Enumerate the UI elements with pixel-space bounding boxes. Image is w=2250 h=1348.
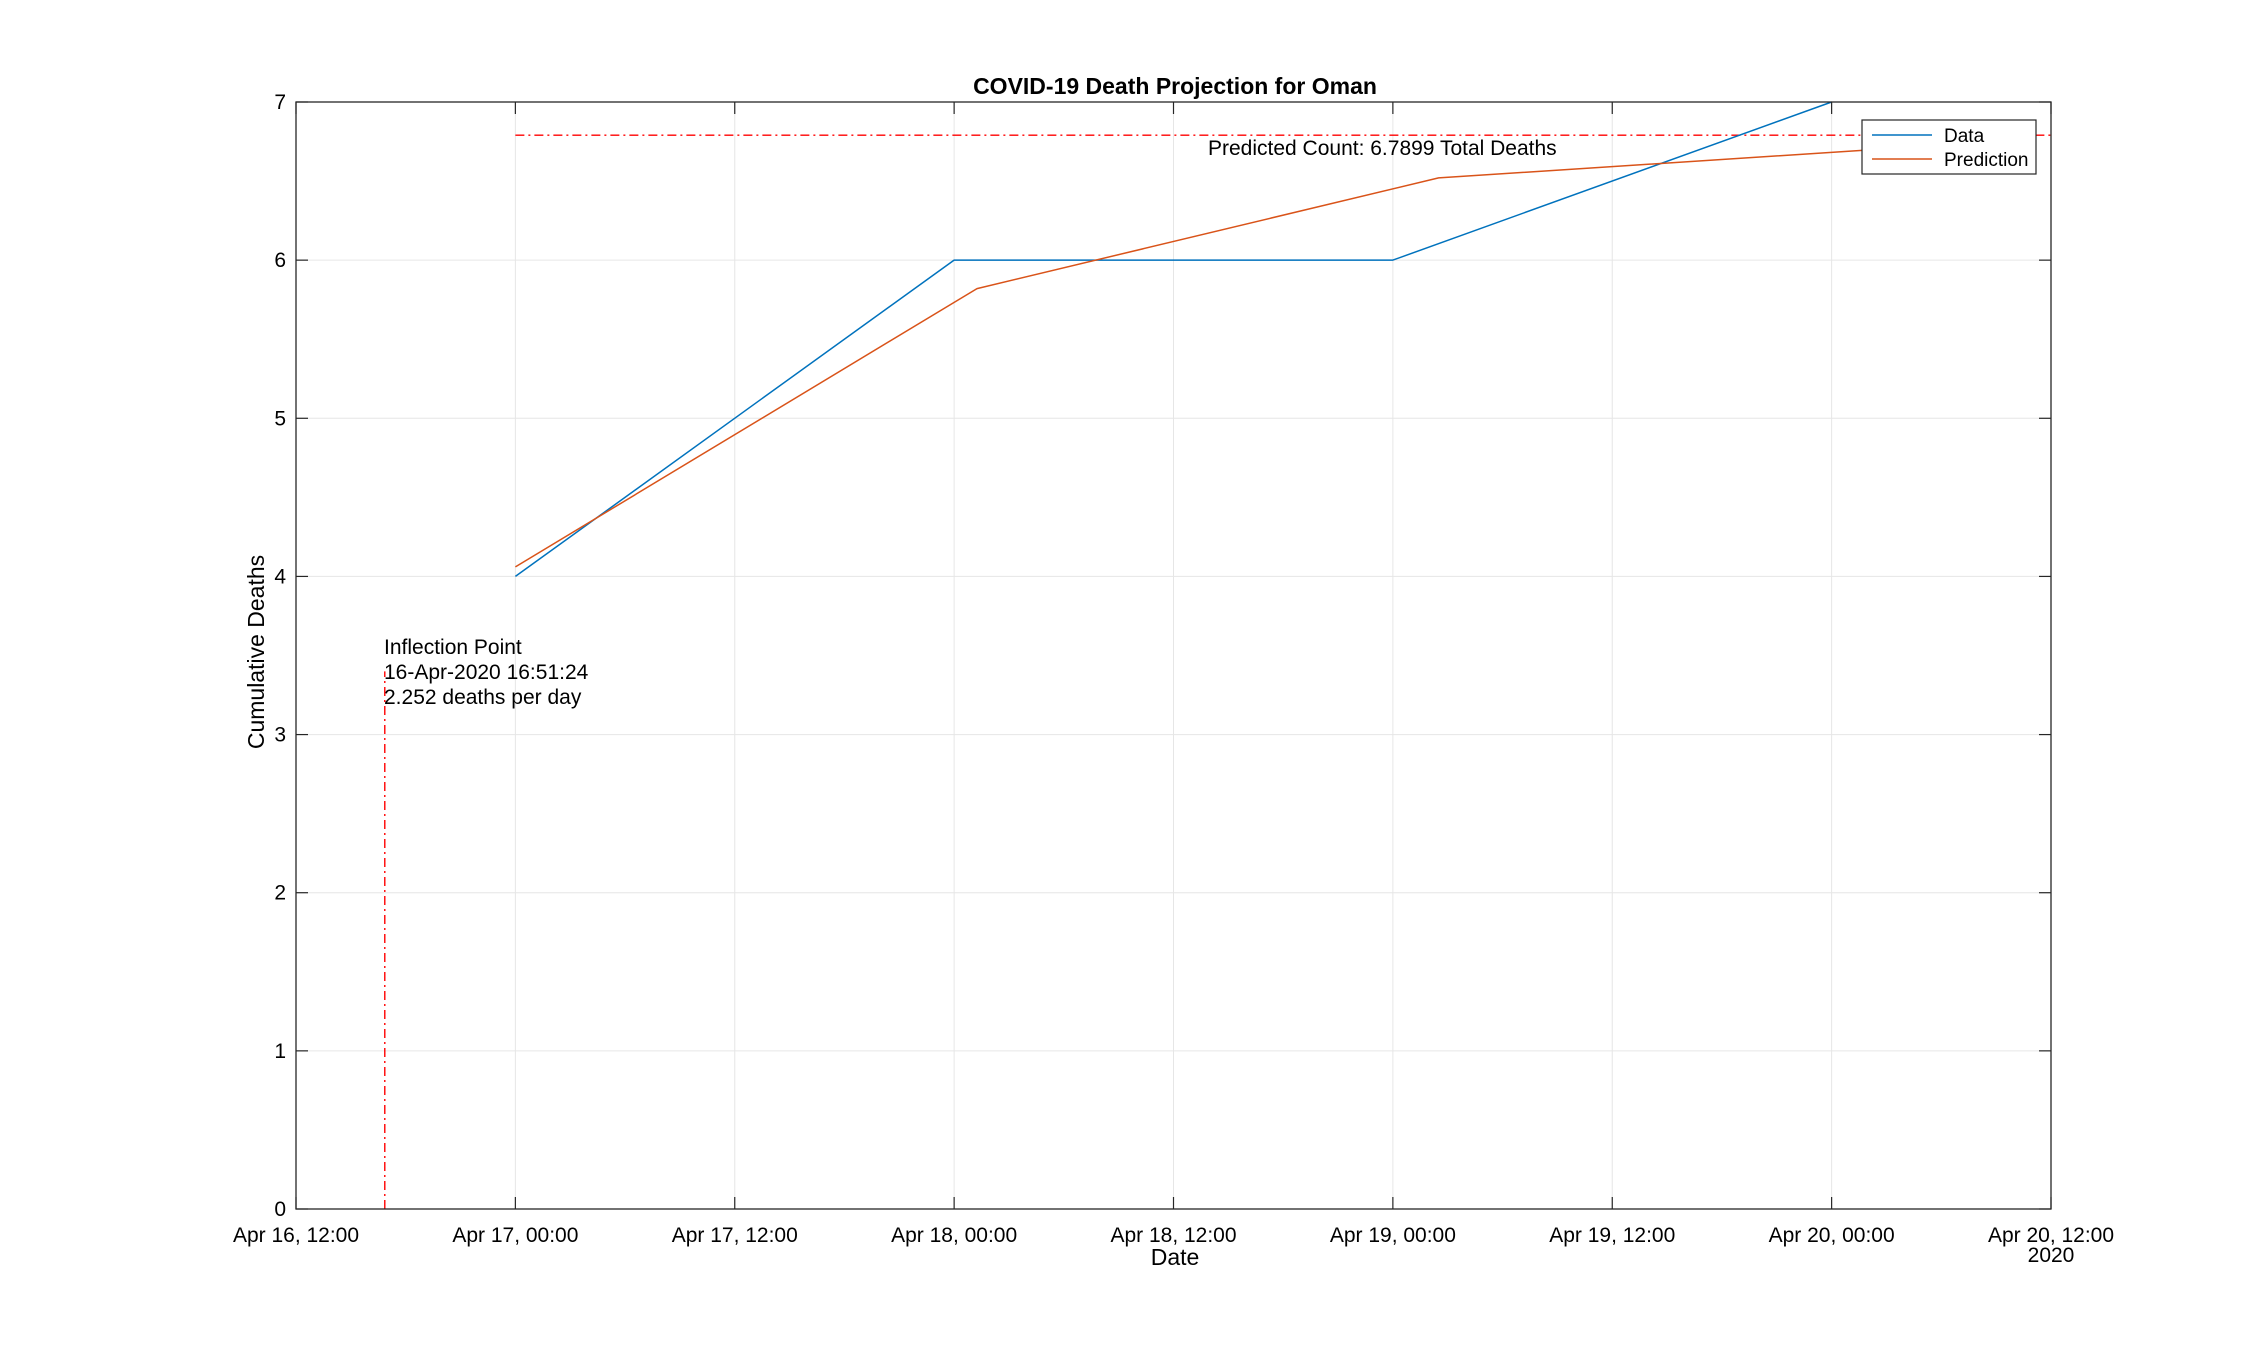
axes — [295, 101, 2052, 1210]
series-lines — [514, 101, 1901, 578]
reference-lines — [384, 134, 2051, 1209]
y-tick-label: 7 — [274, 91, 286, 114]
tick-labels: Apr 16, 12:00 Apr 17, 00:00 Apr 17, 12:00 A… — [233, 91, 2114, 1247]
x-tick-label: Apr 20, 00:00 — [1769, 1224, 1895, 1247]
chart-title: COVID-19 Death Projection for Oman — [973, 73, 1377, 99]
x-tick-label: Apr 19, 00:00 — [1330, 1224, 1456, 1247]
legend-box — [1861, 119, 2037, 175]
series-line-data — [514, 101, 1832, 578]
series-line-prediction — [515, 147, 1901, 568]
legend-label-data: Data — [1944, 126, 1985, 147]
y-tick-label: 3 — [274, 724, 286, 747]
y-tick-label: 6 — [274, 249, 286, 272]
x-tick-label: Apr 17, 12:00 — [672, 1224, 798, 1247]
x-axis-year-label: 2020 — [2028, 1244, 2075, 1267]
y-tick-label: 4 — [274, 565, 286, 588]
legend-label-prediction: Prediction — [1944, 150, 2029, 171]
y-tick-label: 5 — [274, 407, 286, 430]
x-tick-label: Apr 20, 12:00 — [1988, 1224, 2114, 1247]
x-tick-label: Apr 16, 12:00 — [233, 1224, 359, 1247]
y-tick-label: 2 — [274, 882, 286, 905]
x-axis-label: Date — [1151, 1244, 1200, 1270]
x-tick-label: Apr 18, 12:00 — [1110, 1224, 1236, 1247]
y-tick-label: 1 — [274, 1040, 286, 1063]
x-tick-label: Apr 19, 12:00 — [1549, 1224, 1675, 1247]
inflection-annotation-line-1: Inflection Point — [384, 636, 522, 659]
legend: Data Prediction — [1861, 119, 2037, 175]
x-tick-label: Apr 17, 00:00 — [452, 1224, 578, 1247]
y-tick-label: 0 — [274, 1198, 286, 1221]
x-tick-label: Apr 18, 00:00 — [891, 1224, 1017, 1247]
inflection-annotation-line-2: 16-Apr-2020 16:51:24 — [384, 661, 589, 684]
inflection-annotation-line-3: 2.252 deaths per day — [384, 686, 582, 709]
y-axis-label: Cumulative Deaths — [243, 555, 269, 749]
predicted-count-annotation: Predicted Count: 6.7899 Total Deaths — [1208, 137, 1557, 160]
plot-area-border — [295, 101, 2052, 1210]
